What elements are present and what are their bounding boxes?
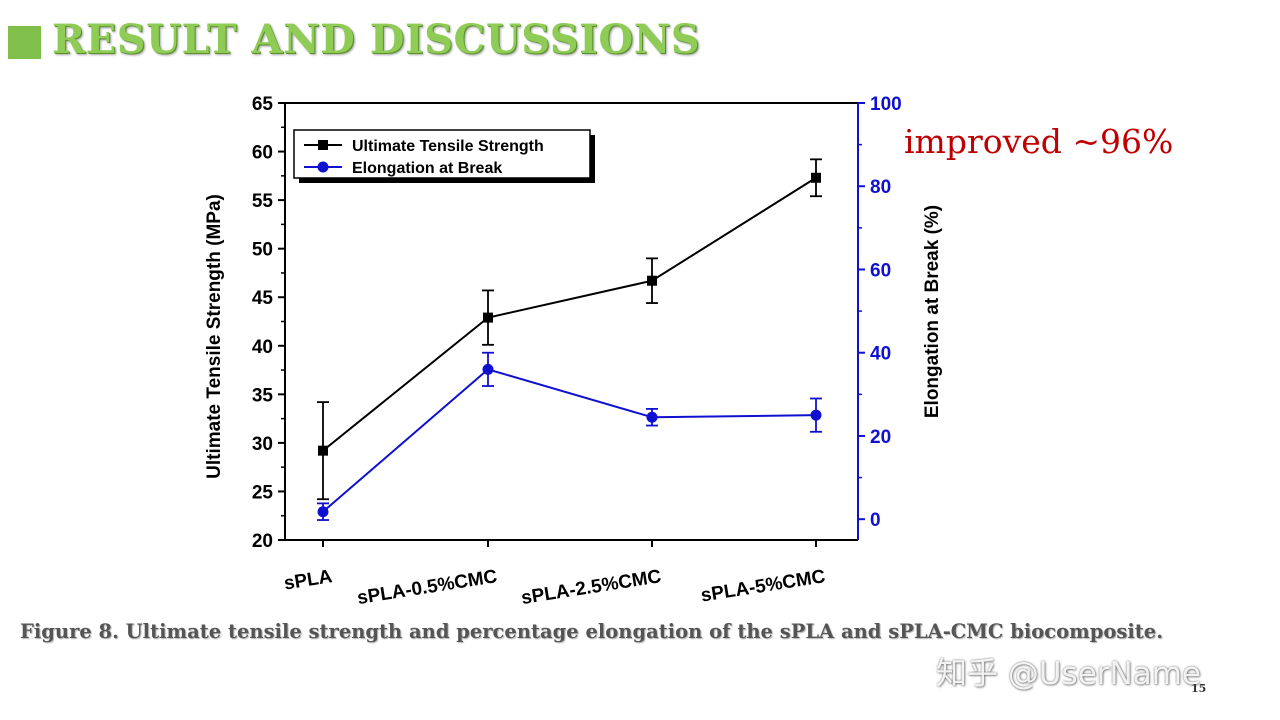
x-tick-label: sPLA-0.5%CMC: [356, 566, 499, 609]
title-bullet-block: [8, 26, 41, 59]
page-number: 15: [1191, 682, 1207, 695]
watermark: 知乎 @UserName: [936, 656, 1201, 692]
legend-marker-circle: [317, 161, 329, 173]
y-tick-label: 20: [252, 531, 273, 552]
series-line-2: [322, 368, 817, 513]
data-point-circle: [317, 506, 329, 518]
legend-marker-square: [318, 140, 328, 150]
y2-axis-label: Elongation at Break (%): [922, 205, 943, 418]
y2-tick-label: 20: [870, 427, 891, 448]
x-tick-label: sPLA: [283, 566, 335, 594]
y-tick-label: 60: [252, 143, 273, 164]
y-tick-label: 25: [252, 482, 274, 503]
y-tick-label: 50: [252, 240, 273, 261]
legend-box: [293, 129, 591, 179]
y-tick-label: 65: [252, 94, 274, 115]
y-tick-label: 40: [252, 337, 273, 358]
data-point-square: [318, 445, 328, 456]
data-point-square: [483, 312, 493, 323]
x-tick-label: sPLA-2.5%CMC: [520, 566, 663, 609]
legend-label: Elongation at Break: [352, 160, 502, 177]
y2-tick-label: 0: [870, 510, 881, 531]
x-tick-label: sPLA-5%CMC: [699, 566, 827, 606]
slide-title: RESULT AND DISCUSSIONS: [52, 16, 701, 63]
improvement-annotation: improved ~96%: [904, 122, 1174, 161]
data-point-circle: [482, 363, 494, 375]
y-axis-label: Ultimate Tensile Strength (MPa): [204, 194, 225, 479]
y-tick-label: 30: [252, 434, 273, 455]
y-tick-label: 55: [252, 191, 274, 212]
y2-tick-label: 40: [870, 344, 891, 365]
y-tick-label: 35: [252, 385, 274, 406]
y2-tick-label: 80: [870, 177, 891, 198]
figure-caption: Figure 8. Ultimate tensile strength and …: [20, 620, 1163, 643]
data-point-circle: [810, 409, 822, 421]
series-line-1: [322, 176, 817, 452]
y-tick-label: 45: [252, 288, 274, 309]
data-point-circle: [646, 411, 658, 423]
y2-tick-label: 100: [870, 94, 902, 115]
legend-label: Ultimate Tensile Strength: [352, 138, 544, 155]
data-point-square: [647, 275, 657, 286]
data-point-square: [811, 172, 821, 183]
y2-tick-label: 60: [870, 260, 891, 281]
